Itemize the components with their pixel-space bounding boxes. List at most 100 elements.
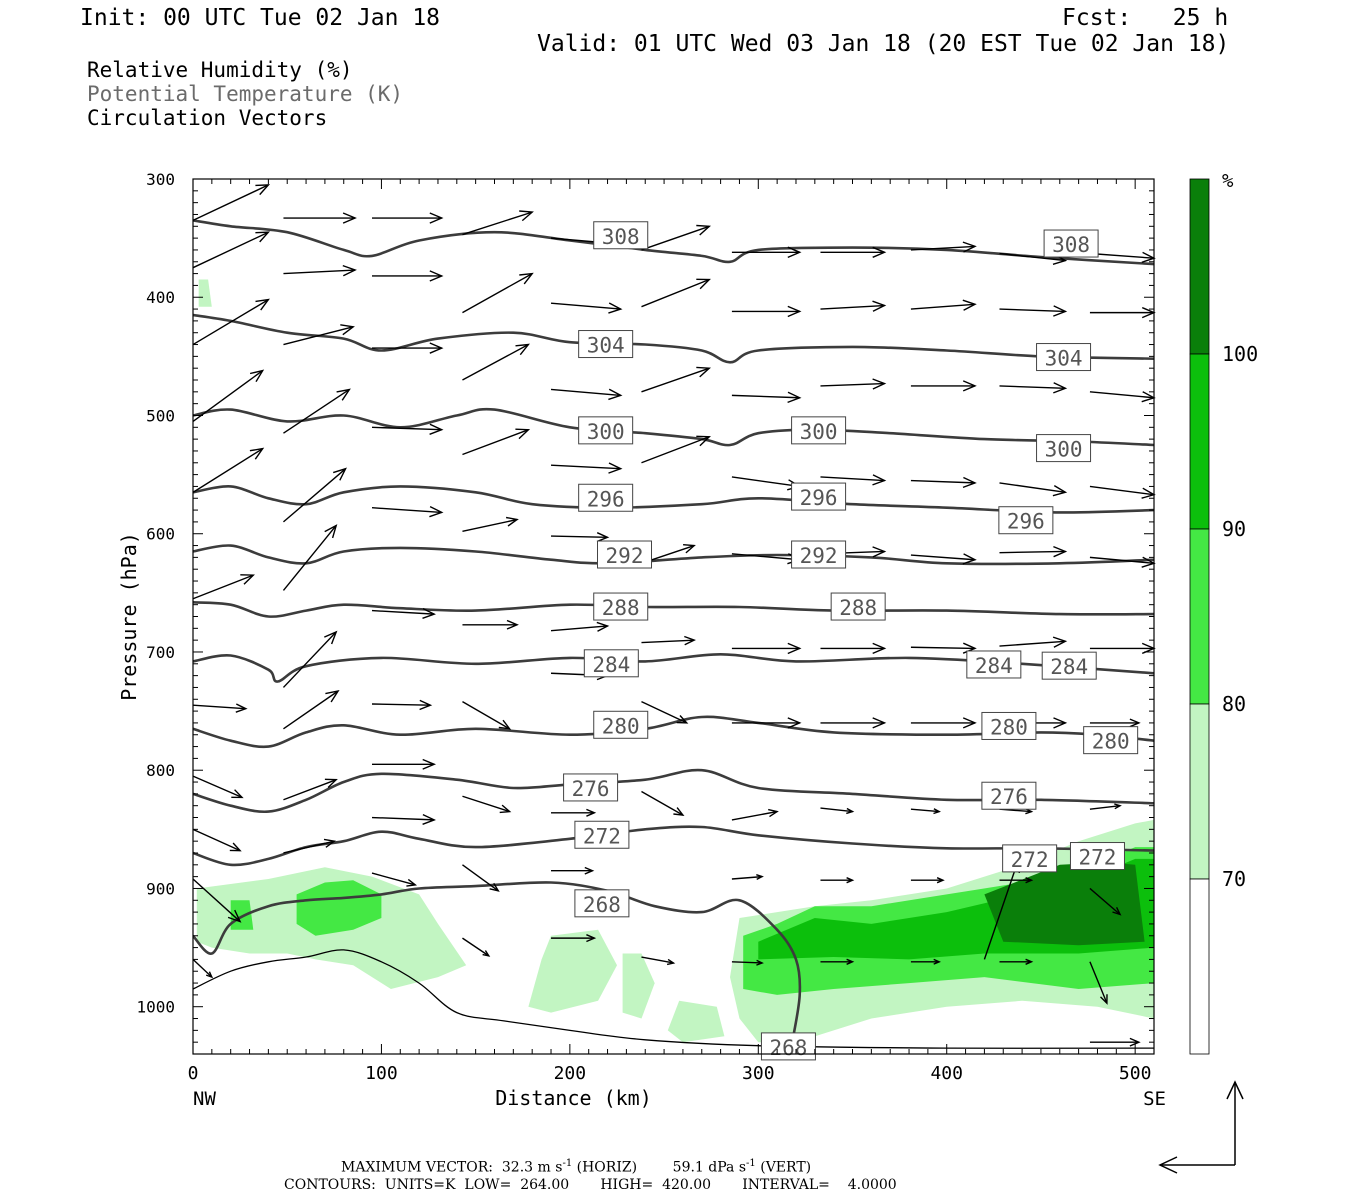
circulation-vector [641, 278, 711, 308]
contour-label-284: 284 [1050, 655, 1088, 679]
circulation-vector [371, 423, 444, 435]
circulation-vector [462, 619, 519, 630]
circulation-vector [372, 758, 437, 770]
circulation-vector [283, 264, 357, 277]
contour-label-276: 276 [572, 777, 610, 801]
circulation-vector [462, 864, 500, 892]
circulation-vector [1089, 1037, 1141, 1047]
contour-label-box [593, 710, 649, 739]
contour-label-300: 300 [587, 420, 625, 444]
circulation-vector [192, 775, 244, 799]
colorbar-band-100 [1189, 178, 1210, 355]
circulation-vector [462, 210, 534, 236]
contour-label-box [574, 889, 630, 918]
y-tick-label: 500 [146, 406, 175, 425]
circulation-vector [192, 828, 242, 852]
circulation-vector [820, 807, 855, 815]
theta-contour-296 [193, 485, 1154, 514]
circulation-vector [551, 866, 595, 875]
contour-label-272: 272 [583, 824, 621, 848]
circulation-vector [999, 877, 1034, 884]
circulation-vector [282, 524, 338, 591]
circulation-vector [371, 699, 433, 711]
theta-contour-264 [193, 949, 1154, 1049]
circulation-vector [462, 937, 491, 957]
circulation-vector [551, 934, 597, 943]
colorbar-level-label: 100 [1222, 342, 1258, 366]
circulation-vector [910, 717, 977, 729]
colorbar-band-80 [1189, 528, 1210, 705]
y-tick-label: 300 [146, 170, 175, 189]
circulation-vector [910, 808, 941, 815]
contour-label-308: 308 [602, 225, 640, 249]
circulation-vector [192, 703, 248, 713]
axes-layer: 0 100 200 300 400 500 300 400 500 600 700 800 900 100… [117, 170, 1166, 1110]
contour-label-box [1041, 651, 1097, 680]
valid-time: Valid: 01 UTC Wed 03 Jan 18 (20 EST Tue … [537, 31, 1230, 57]
contour-label-268: 268 [583, 893, 621, 917]
contour-label-box [830, 592, 886, 621]
theta-contour-308 [193, 219, 1154, 266]
contour-label-box [1002, 844, 1058, 873]
max-vector-line: MAXIMUM VECTOR: 32.3 m s-1 (HORIZ) 59.1 … [341, 1158, 812, 1176]
contour-label-300: 300 [800, 420, 838, 444]
circulation-vector [551, 532, 610, 543]
legend-rh: Relative Humidity (%) [87, 58, 353, 82]
circulation-vector [282, 630, 338, 688]
rh-100-area [984, 862, 1145, 946]
circulation-vector [820, 378, 887, 390]
contour-label-box [981, 711, 1037, 740]
contour-label-272: 272 [1011, 848, 1049, 872]
circulation-vector [910, 476, 977, 489]
circulation-vector [192, 958, 214, 979]
rh-80-area [230, 900, 254, 930]
circulation-vector [999, 636, 1068, 648]
circulation-vector [820, 958, 855, 965]
contour-label-280: 280 [990, 715, 1028, 739]
contour-label-box [1043, 229, 1099, 258]
circulation-vector [1089, 718, 1141, 728]
contour-label-box [574, 820, 630, 849]
contour-label-276: 276 [990, 785, 1028, 809]
x-axis-label: Distance (km) [495, 1086, 652, 1110]
contour-label-box [966, 650, 1022, 679]
vector-layer [192, 184, 1156, 1047]
theta-contour-268 [193, 881, 802, 1043]
circulation-vector [820, 877, 855, 884]
circulation-vector [1089, 961, 1108, 1005]
contour-label-296: 296 [800, 486, 838, 510]
contour-label-284: 284 [592, 653, 630, 677]
circulation-vector [1089, 306, 1156, 319]
contour-label-layer: 308 308 304 304 300 300 300 296 296 296 292 292 288 2… [563, 221, 1139, 1061]
contour-label-box [593, 592, 649, 621]
circulation-vector [910, 299, 977, 311]
circulation-vector [550, 462, 623, 474]
circulation-vector [910, 553, 977, 565]
circulation-vector [820, 300, 887, 312]
colorbar-level-label: 70 [1222, 867, 1246, 891]
contour-label-box [981, 781, 1037, 810]
contour-label-box [791, 482, 847, 511]
contour-label-box [578, 483, 634, 512]
circulation-vector [371, 872, 418, 887]
theta-contour-300 [193, 407, 1154, 447]
circulation-vector [371, 505, 444, 518]
contour-label-box [1069, 842, 1125, 871]
circulation-vector [731, 642, 802, 655]
contour-label-box [597, 540, 653, 569]
contour-label-box [593, 221, 649, 250]
circulation-vector [999, 382, 1068, 394]
circulation-vector [999, 482, 1068, 497]
circulation-vector [462, 343, 530, 381]
circulation-vector [641, 366, 712, 393]
x-tick-label: 300 [742, 1063, 775, 1084]
rh-70-area [622, 953, 655, 1019]
circulation-vector [820, 474, 887, 486]
circulation-vector [641, 790, 685, 816]
contour-label-280: 280 [1092, 730, 1130, 754]
circulation-vector [731, 476, 802, 491]
circulation-vector [462, 272, 534, 314]
colorbar-band-0 [1189, 878, 1210, 1055]
theta-contour-288 [193, 601, 1154, 618]
